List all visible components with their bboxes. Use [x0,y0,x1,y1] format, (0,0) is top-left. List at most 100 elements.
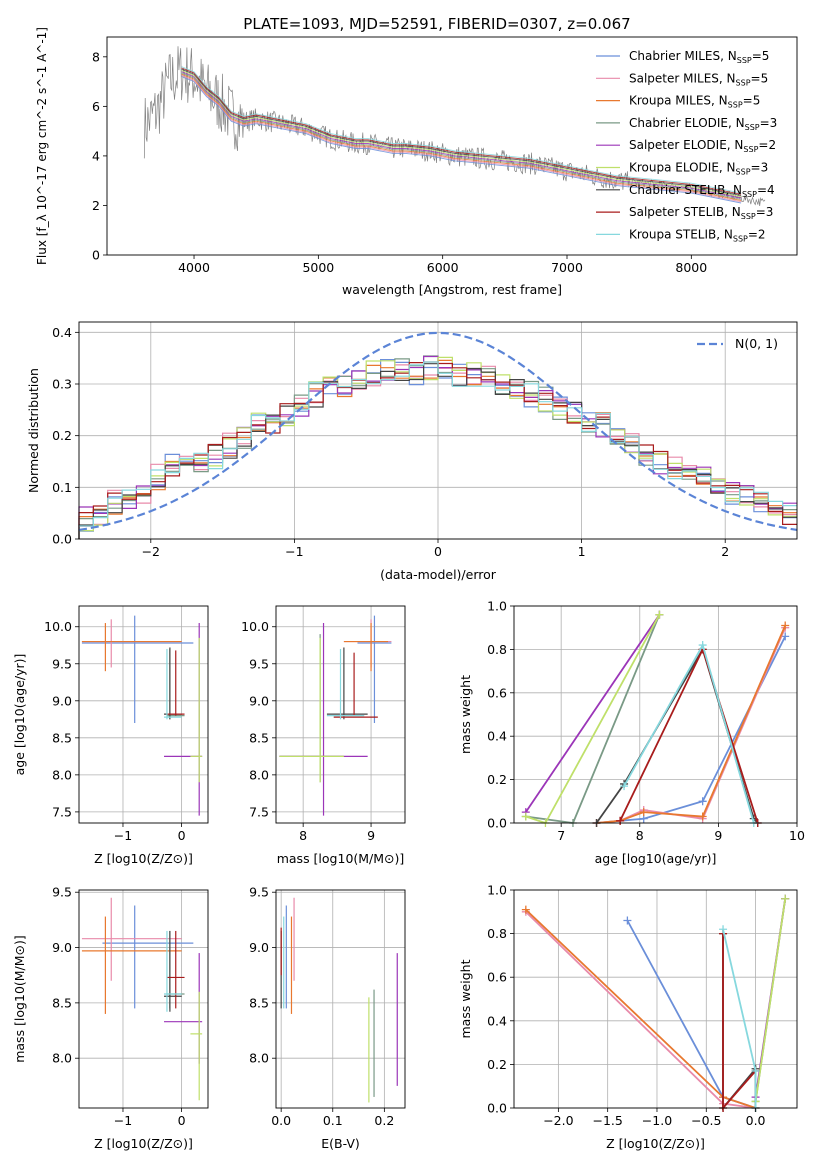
legend-label: Kroupa ELODIE, NSSP=3 [629,161,768,177]
marker-plus [639,808,648,817]
y-axis-label: Normed distribution [26,368,41,493]
marker-plus [781,621,790,630]
x-tick-label: 0.2 [374,1113,394,1128]
legend-label: Salpeter ELODIE, NSSP=2 [629,138,776,154]
y-tick-label: 1.0 [487,883,507,898]
x-axis-label: mass [log10(M/M⊙)] [277,851,405,866]
y-tick-label: 7.5 [52,804,72,819]
x-tick-label: 0.0 [746,1113,766,1128]
axes-frame [275,605,406,824]
y-tick-label: 8.0 [249,767,269,782]
marker-plus [655,610,664,619]
legend-label: Salpeter MILES, NSSP=5 [629,71,768,87]
marker-plus [521,905,530,914]
normal-curve [78,331,798,531]
y-tick-label: 0.2 [487,772,507,787]
legend-label: Chabrier ELODIE, NSSP=3 [629,116,777,132]
y-tick-label: 0.4 [487,729,507,744]
marker-plus [719,925,728,934]
spectrum-model-line [181,73,742,201]
y-tick-label: 0 [92,248,100,263]
spectrum-model-line [181,76,742,204]
y-tick-label: 9.0 [52,693,72,708]
x-axis-label: Z [log10(Z/Z⊙)] [94,851,193,866]
spectrum-model-line [181,68,742,196]
y-tick-label: 0.0 [52,532,72,547]
x-tick-label: −0.5 [691,1113,721,1128]
y-tick-label: 8.5 [249,995,269,1010]
spectrum-model-line [181,74,742,203]
axes-frame [78,605,209,824]
y-tick-label: 9.5 [249,885,269,900]
y-tick-label: 9.0 [249,693,269,708]
y-tick-label: 9.5 [52,656,72,671]
x-tick-label: 6000 [427,260,459,275]
marker-plus [698,641,707,650]
y-tick-label: 8.0 [52,767,72,782]
y-tick-label: 10.0 [241,619,269,634]
legend-label: N(0, 1) [735,336,778,351]
x-tick-label: 0 [178,828,186,843]
x-axis-label: E(B-V) [321,1136,360,1151]
x-tick-label: 0 [178,1113,186,1128]
x-tick-label: −1.0 [642,1113,672,1128]
axes-frame [78,889,209,1109]
y-tick-label: 7.5 [249,804,269,819]
axes-frame [106,36,798,256]
y-tick-label: 9.0 [249,940,269,955]
y-tick-label: 9.0 [52,940,72,955]
legend-label: Kroupa MILES, NSSP=5 [629,94,760,110]
spectrum-model-line [181,71,742,199]
legend-label: Chabrier STELIB, NSSP=4 [629,183,775,199]
x-tick-label: 0 [434,544,442,559]
y-tick-label: 8.0 [52,1051,72,1066]
x-tick-label: 9 [367,828,375,843]
x-tick-label: −1 [285,544,303,559]
y-tick-label: 8.5 [52,995,72,1010]
x-tick-label: −1 [114,1113,132,1128]
x-tick-label: 1 [578,544,586,559]
x-tick-label: 0.0 [271,1113,291,1128]
y-tick-label: 0.1 [52,480,72,495]
y-tick-label: 0.2 [487,1057,507,1072]
x-tick-label: 0.1 [323,1113,343,1128]
x-tick-label: 4000 [178,260,210,275]
x-axis-label: age [log10(age/yr)] [595,851,717,866]
y-tick-label: 0.0 [487,1101,507,1116]
legend-label: Chabrier MILES, NSSP=5 [629,49,769,65]
y-tick-label: 0.6 [487,970,507,985]
y-tick-label: 10.0 [44,619,72,634]
y-tick-label: 0.3 [52,377,72,392]
y-tick-label: 1.0 [487,599,507,614]
x-tick-label: −2.0 [543,1113,573,1128]
histogram-step [78,361,797,539]
marker-plus [751,1066,760,1075]
y-axis-label: Flux [f_λ 10^-17 erg cm^-2 s^-1 A^-1] [35,27,49,265]
marker-plus [616,816,625,825]
spectrum-model-line [181,72,742,200]
axes-frame [275,889,406,1109]
y-axis-label: age [log10(age/yr)] [12,654,27,776]
x-tick-label: 8 [299,828,307,843]
y-tick-label: 2 [92,198,100,213]
x-tick-label: −1.5 [592,1113,622,1128]
y-tick-label: 6 [92,99,100,114]
y-tick-label: 0.8 [487,642,507,657]
y-tick-label: 8 [92,49,100,64]
x-tick-label: 8 [636,828,644,843]
marker-plus [698,812,707,821]
y-axis-label: mass [log10(M/M⊙)] [12,935,27,1063]
figure-title: PLATE=1093, MJD=52591, FIBERID=0307, z=0… [243,15,630,33]
x-tick-label: 7 [557,828,565,843]
marker-plus [521,812,530,821]
x-tick-label: 7000 [551,260,583,275]
x-tick-label: −1 [114,828,132,843]
y-tick-label: 0.0 [487,816,507,831]
legend-label: Salpeter STELIB, NSSP=3 [629,205,773,221]
y-tick-label: 0.4 [487,1013,507,1028]
y-axis-label: mass weight [458,959,473,1038]
marker-plus [781,632,790,641]
spectrum-model-line [181,67,742,195]
y-tick-label: 8.5 [52,730,72,745]
